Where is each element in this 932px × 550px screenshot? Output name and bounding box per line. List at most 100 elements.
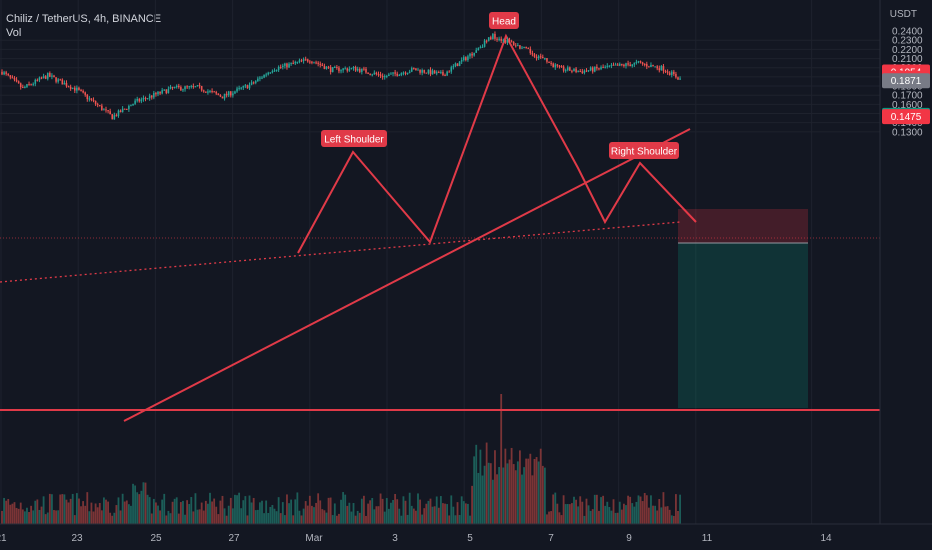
candle-body: [130, 105, 132, 107]
volume-bar: [556, 503, 559, 524]
volume-bar: [360, 498, 363, 524]
volume-bar: [510, 447, 513, 524]
candle-body: [19, 83, 22, 88]
volume-bar: [127, 504, 130, 524]
candle-body: [123, 108, 126, 110]
price-tick-label: 0.1300: [892, 127, 923, 138]
volume-bar: [40, 506, 43, 524]
candle-body: [223, 93, 226, 99]
candle-body: [34, 79, 37, 84]
volume-bar: [13, 502, 16, 524]
candle-body: [117, 110, 120, 116]
candle-body: [456, 63, 459, 67]
price-tick-label: 0.2100: [892, 54, 923, 65]
candle-body: [227, 91, 230, 96]
volume-bar: [150, 513, 153, 524]
candle-body: [46, 73, 49, 79]
volume-indicator-label[interactable]: Vol: [6, 27, 22, 39]
volume-bar: [390, 502, 392, 524]
volume-bar: [105, 499, 107, 524]
volume-bar: [261, 500, 263, 524]
volume-bar: [498, 467, 501, 524]
candle-body: [625, 63, 627, 67]
candle-body: [462, 57, 465, 60]
candle-body: [321, 64, 324, 67]
candle-body: [294, 62, 297, 64]
candle-body: [244, 85, 247, 87]
candle-body: [59, 79, 62, 81]
candle-body: [67, 86, 70, 88]
volume-bar: [573, 496, 575, 524]
volume-bar: [182, 500, 184, 524]
candle-body: [180, 87, 182, 91]
volume-bar: [398, 508, 401, 524]
volume-bar: [487, 462, 490, 524]
candle-body: [363, 68, 365, 70]
volume-bar: [98, 502, 101, 524]
volume-bar: [564, 504, 567, 524]
volume-bar: [215, 506, 218, 524]
volume-bar: [496, 474, 498, 524]
candle-body: [350, 67, 353, 70]
candle-body: [635, 61, 638, 63]
volume-bar: [265, 500, 268, 524]
candle-body: [38, 77, 41, 81]
candle-body: [84, 92, 86, 95]
candle-body: [604, 66, 606, 68]
volume-bar: [452, 506, 455, 524]
volume-bar: [618, 501, 621, 524]
volume-bar: [100, 510, 103, 524]
volume-bar: [650, 495, 652, 524]
candle-body: [92, 99, 95, 101]
volume-bar: [381, 498, 384, 524]
symbol-title[interactable]: Chiliz / TetherUS, 4h, BINANCE: [6, 13, 162, 25]
volume-bar: [329, 497, 332, 524]
volume-bar: [161, 499, 164, 524]
candle-body: [383, 76, 386, 78]
candle-body: [315, 62, 317, 64]
volume-bar: [577, 506, 580, 524]
volume-bar: [539, 448, 542, 524]
volume-bar: [419, 499, 421, 524]
candle-body: [415, 68, 417, 71]
volume-bar: [458, 515, 461, 524]
candle-body: [677, 77, 679, 80]
candle-body: [421, 70, 423, 73]
candle-body: [654, 66, 656, 68]
volume-bar: [602, 495, 605, 524]
volume-bar: [652, 505, 654, 524]
candle-body: [273, 70, 276, 72]
volume-bar: [286, 494, 288, 524]
candle-body: [510, 41, 513, 43]
candle-body: [598, 68, 600, 70]
candle-body: [633, 62, 636, 65]
candle-body: [298, 60, 301, 62]
right-shoulder-label-bg: [609, 142, 679, 159]
candle-body: [552, 63, 554, 68]
volume-bar: [23, 511, 26, 524]
volume-bar: [159, 510, 161, 524]
candle-body: [207, 91, 209, 93]
candle-body: [225, 93, 228, 96]
candle-body: [408, 71, 411, 73]
candle-body: [136, 98, 138, 101]
candle-body: [267, 72, 270, 75]
volume-bar: [610, 510, 613, 524]
volume-bar: [259, 502, 261, 524]
volume-bar: [442, 503, 444, 524]
volume-bar: [587, 505, 590, 524]
volume-bar: [352, 503, 355, 524]
date-tick-label: 7: [548, 533, 554, 544]
volume-bar: [155, 502, 157, 524]
date-tick-label: Mar: [305, 533, 323, 544]
volume-bar: [61, 494, 64, 524]
candle-body: [317, 62, 319, 64]
volume-bar: [560, 515, 563, 524]
candle-body: [487, 37, 490, 41]
volume-bar: [625, 505, 627, 524]
candle-body: [410, 68, 413, 72]
left-shoulder-label: Left Shoulder: [324, 135, 384, 146]
candle-body: [336, 66, 338, 68]
candle-body: [591, 67, 594, 72]
